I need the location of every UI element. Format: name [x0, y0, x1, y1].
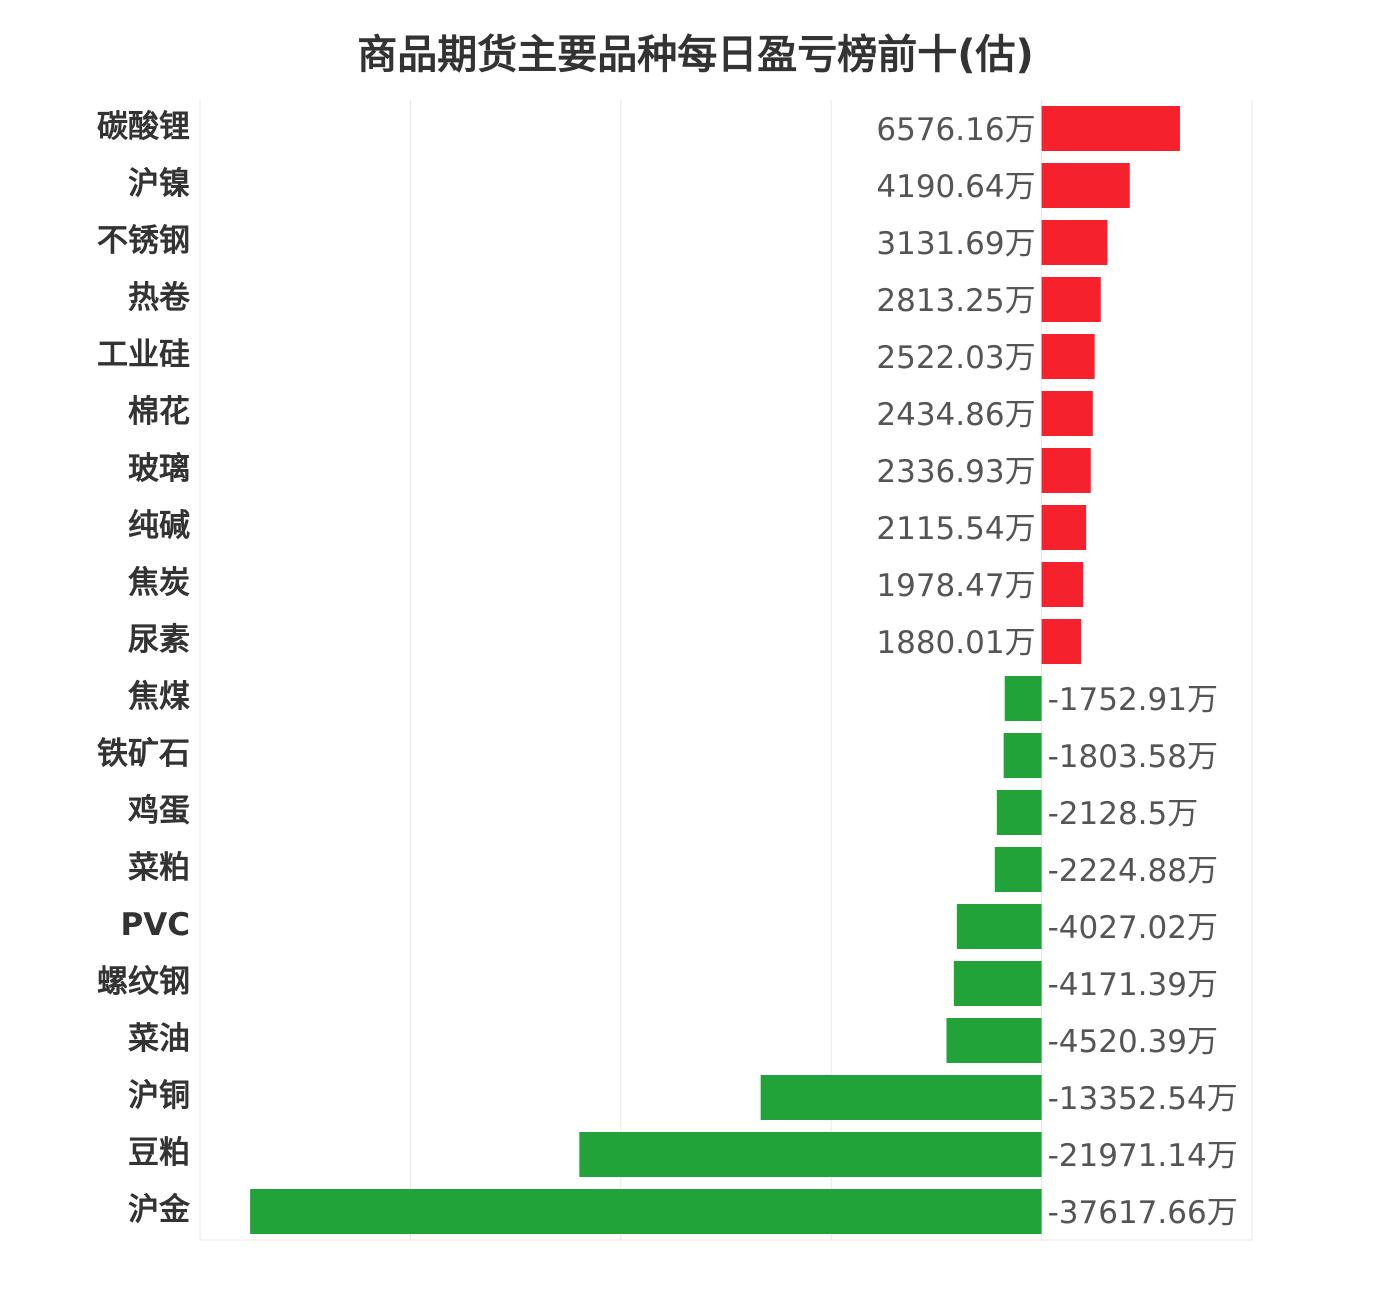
- value-label: 1880.01万: [876, 625, 1035, 661]
- value-label: 6576.16万: [876, 112, 1035, 148]
- value-label: 2813.25万: [876, 283, 1035, 319]
- value-label: -2224.88万: [1048, 853, 1218, 889]
- value-label: 4190.64万: [876, 169, 1035, 205]
- category-label: 豆粕: [128, 1135, 190, 1171]
- bar: [953, 961, 1042, 1006]
- category-label: 螺纹钢: [97, 964, 190, 1000]
- category-label: 菜油: [128, 1021, 190, 1057]
- bar: [1041, 106, 1180, 151]
- value-label: -1803.58万: [1048, 739, 1218, 775]
- bar: [1041, 391, 1093, 436]
- value-label: 2434.86万: [876, 397, 1035, 433]
- bar: [250, 1189, 1042, 1234]
- category-label: 焦煤: [128, 679, 190, 715]
- bar: [1041, 220, 1108, 265]
- value-label: -13352.54万: [1048, 1081, 1238, 1117]
- category-label: PVC: [121, 907, 190, 943]
- value-label: -4171.39万: [1048, 967, 1218, 1003]
- value-label: 2115.54万: [876, 511, 1035, 547]
- category-label: 纯碱: [128, 508, 190, 544]
- category-label: 不锈钢: [97, 223, 190, 259]
- value-label: -1752.91万: [1048, 682, 1218, 718]
- bar: [1041, 334, 1095, 379]
- chart-title: 商品期货主要品种每日盈亏榜前十(估): [357, 32, 1034, 78]
- bar: [1003, 733, 1042, 778]
- bar: [1041, 619, 1082, 664]
- category-label: 焦炭: [128, 565, 190, 601]
- category-label: 沪金: [128, 1192, 191, 1228]
- bar: [579, 1132, 1042, 1177]
- value-label: -4027.02万: [1048, 910, 1218, 946]
- category-label: 工业硅: [97, 337, 190, 373]
- bar: [1041, 448, 1091, 493]
- value-label: 2336.93万: [876, 454, 1035, 490]
- category-label: 沪铜: [128, 1078, 190, 1114]
- value-label: -4520.39万: [1048, 1024, 1218, 1060]
- category-label: 玻璃: [128, 451, 190, 487]
- category-label: 尿素: [128, 622, 190, 658]
- value-label: 2522.03万: [876, 340, 1035, 376]
- value-label: -37617.66万: [1048, 1195, 1238, 1231]
- value-label: 1978.47万: [876, 568, 1035, 604]
- bar: [1041, 562, 1084, 607]
- bar: [1041, 505, 1087, 550]
- category-label: 热卷: [128, 280, 191, 316]
- bar: [1041, 163, 1130, 208]
- category-label: 沪镍: [128, 166, 190, 202]
- value-label: 3131.69万: [876, 226, 1035, 262]
- category-label: 棉花: [128, 394, 190, 430]
- value-label: -2128.5万: [1048, 796, 1199, 832]
- bar: [1041, 277, 1101, 322]
- bar: [994, 847, 1042, 892]
- bar-layer: [250, 106, 1180, 1234]
- category-label: 铁矿石: [97, 736, 190, 772]
- bar: [956, 904, 1042, 949]
- category-label: 鸡蛋: [127, 793, 190, 829]
- bar: [760, 1075, 1042, 1120]
- bar: [946, 1018, 1042, 1063]
- bar: [996, 790, 1042, 835]
- category-label: 菜粕: [128, 850, 190, 886]
- grid-layer: [199, 100, 1253, 1241]
- value-label: -21971.14万: [1048, 1138, 1238, 1174]
- bar: [1004, 676, 1042, 721]
- category-label: 碳酸锂: [97, 109, 190, 145]
